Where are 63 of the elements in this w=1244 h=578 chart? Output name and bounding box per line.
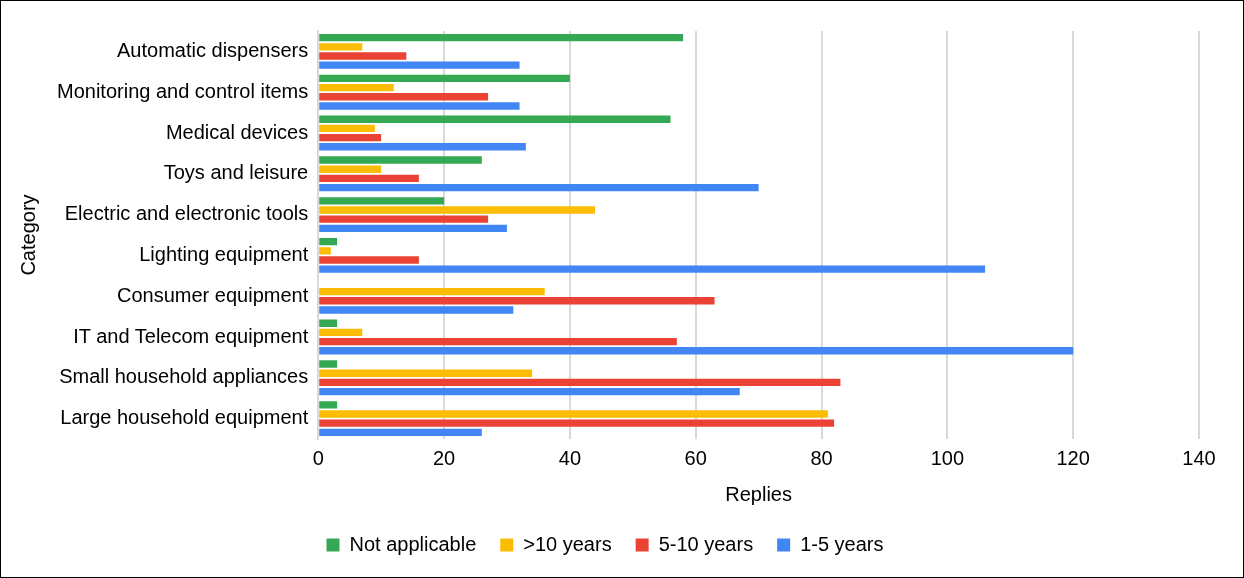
y-tick-label: IT and Telecom equipment (73, 324, 309, 347)
bar (319, 347, 1074, 355)
x-tick-label: 20 (432, 446, 456, 469)
bar (319, 215, 489, 223)
bar (319, 52, 407, 60)
y-tick-label: Large household equipment (60, 406, 309, 429)
x-tick-label: 80 (810, 446, 833, 469)
bar (319, 378, 841, 387)
bar (319, 83, 394, 92)
bar (319, 319, 338, 327)
bar (319, 124, 375, 133)
bar (319, 360, 338, 368)
bar (319, 61, 520, 69)
y-tick-label: Small household appliances (59, 365, 309, 388)
bar (319, 337, 677, 346)
bar (319, 206, 596, 214)
bar (319, 419, 835, 427)
bar (319, 401, 338, 409)
x-tick-label: 120 (1056, 446, 1090, 469)
x-tick-label: 100 (930, 446, 965, 469)
y-tick-label: Automatic dispensers (117, 38, 309, 61)
bar (319, 369, 533, 377)
legend-label: 5-10 years (658, 532, 754, 555)
bar (319, 297, 715, 305)
bar (319, 133, 382, 142)
x-tick-label: 60 (684, 446, 707, 469)
bar (319, 387, 740, 396)
bar (319, 43, 363, 51)
bar (319, 74, 570, 83)
bar (319, 410, 828, 418)
x-tick-label: 140 (1182, 446, 1216, 469)
bar (319, 174, 419, 183)
bar (319, 237, 338, 246)
legend-label: Not applicable (349, 532, 477, 555)
legend-label: 1-5 years (800, 532, 884, 555)
bar (319, 115, 671, 123)
bar (319, 224, 507, 233)
x-tick-label: 0 (312, 446, 324, 469)
y-axis-title: Category (16, 194, 39, 276)
bar (319, 306, 514, 314)
y-tick-label: Consumer equipment (117, 283, 309, 306)
bar (319, 287, 545, 296)
bar (319, 156, 482, 164)
bar (319, 197, 445, 205)
bar (319, 102, 520, 110)
bar (319, 265, 986, 273)
bar (319, 93, 489, 101)
bar (319, 165, 382, 173)
bar (319, 33, 684, 42)
legend-label: >10 years (523, 532, 612, 555)
bar (319, 328, 363, 337)
bar (319, 247, 331, 255)
y-tick-label: Toys and leisure (163, 161, 309, 184)
y-tick-label: Monitoring and control items (57, 79, 309, 102)
bar (319, 428, 482, 437)
x-axis-title: Replies (725, 482, 792, 505)
y-tick-label: Electric and electronic tools (64, 202, 309, 225)
bar (319, 143, 526, 151)
bar (319, 183, 759, 192)
bar (319, 256, 419, 264)
x-tick-label: 40 (558, 446, 581, 469)
y-tick-label: Medical devices (165, 120, 309, 143)
y-tick-label: Lighting equipment (139, 242, 309, 265)
